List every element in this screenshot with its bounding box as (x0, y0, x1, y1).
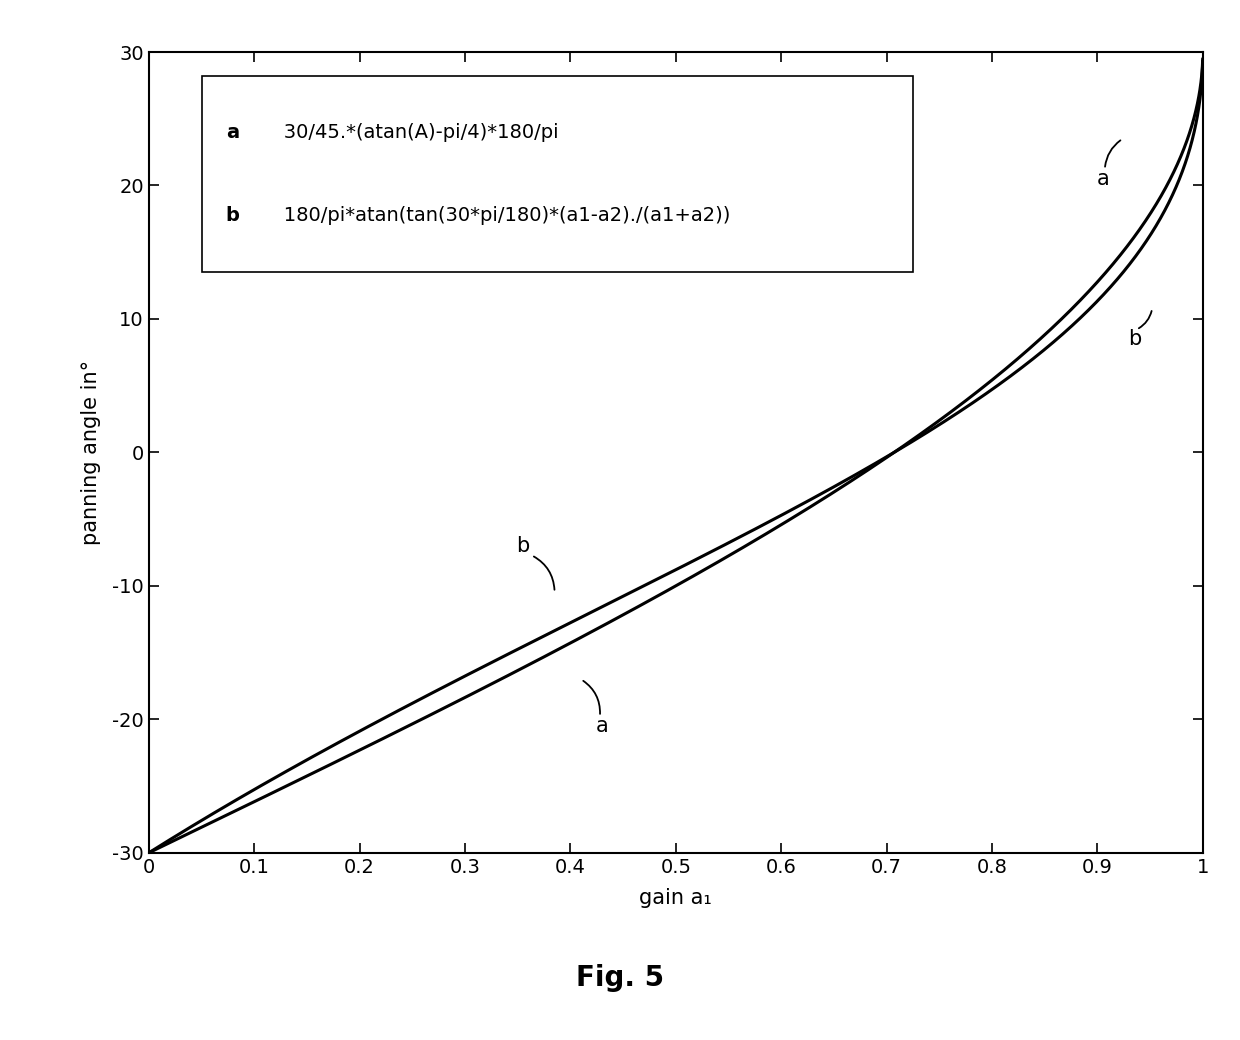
Text: a: a (226, 123, 239, 142)
Y-axis label: panning angle in°: panning angle in° (81, 360, 102, 545)
Text: a: a (1096, 168, 1109, 189)
Text: a: a (595, 716, 609, 736)
Text: b: b (226, 206, 239, 225)
Text: b: b (1127, 329, 1141, 349)
Text: Fig. 5: Fig. 5 (575, 964, 665, 991)
FancyBboxPatch shape (201, 76, 913, 272)
X-axis label: gain a₁: gain a₁ (640, 888, 712, 908)
Text: 180/pi*atan(tan(30*pi/180)*(a1-a2)./(a1+a2)): 180/pi*atan(tan(30*pi/180)*(a1-a2)./(a1+… (265, 206, 730, 225)
Text: b: b (516, 536, 529, 555)
Text: 30/45.*(atan(A)-pi/4)*180/pi: 30/45.*(atan(A)-pi/4)*180/pi (265, 123, 558, 142)
